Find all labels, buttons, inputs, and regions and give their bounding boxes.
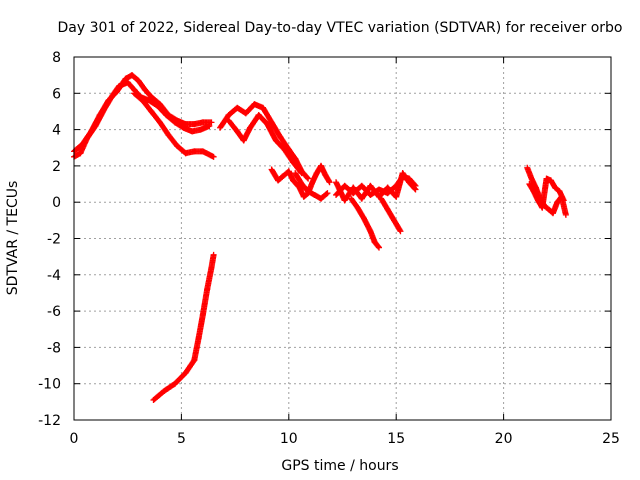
data-point [304, 174, 311, 181]
data-point [412, 186, 419, 193]
y-tick-label: 0 [52, 195, 61, 211]
data-point [323, 190, 330, 197]
data-point [210, 153, 217, 160]
chart-title: Day 301 of 2022, Sidereal Day-to-day VTE… [58, 20, 623, 36]
x-tick-label: 5 [177, 431, 186, 447]
data-point [208, 119, 215, 126]
y-tick-label: -2 [47, 232, 61, 248]
y-tick-label: 8 [52, 50, 61, 66]
y-tick-label: 6 [52, 86, 61, 102]
data-point [326, 179, 333, 186]
data-point [560, 197, 567, 204]
y-tick-label: 2 [52, 159, 61, 175]
data-point [397, 228, 404, 235]
x-tick-label: 25 [602, 431, 620, 447]
x-tick-label: 10 [280, 431, 298, 447]
data-point [562, 211, 569, 218]
x-axis-label: GPS time / hours [281, 458, 398, 474]
y-tick-label: -4 [47, 268, 61, 284]
data-point [298, 170, 305, 177]
data-point [305, 175, 312, 182]
y-tick-label: -10 [38, 377, 61, 393]
data-points-layer [71, 72, 569, 404]
grid-layer [74, 57, 611, 420]
data-point [376, 244, 383, 251]
y-tick-label: 4 [52, 123, 61, 139]
x-tick-label: 15 [387, 431, 405, 447]
data-point [324, 190, 331, 197]
y-tick-label: -8 [47, 340, 61, 356]
x-tick-label: 0 [70, 431, 79, 447]
x-tick-label: 20 [495, 431, 513, 447]
y-tick-label: -12 [38, 413, 61, 429]
data-point [297, 169, 304, 176]
data-point [210, 251, 217, 258]
data-point [375, 243, 382, 250]
y-tick-label: -6 [47, 304, 61, 320]
y-axis-label: SDTVAR / TECUs [5, 181, 21, 296]
ticks-layer [73, 56, 612, 421]
data-point [411, 185, 418, 192]
